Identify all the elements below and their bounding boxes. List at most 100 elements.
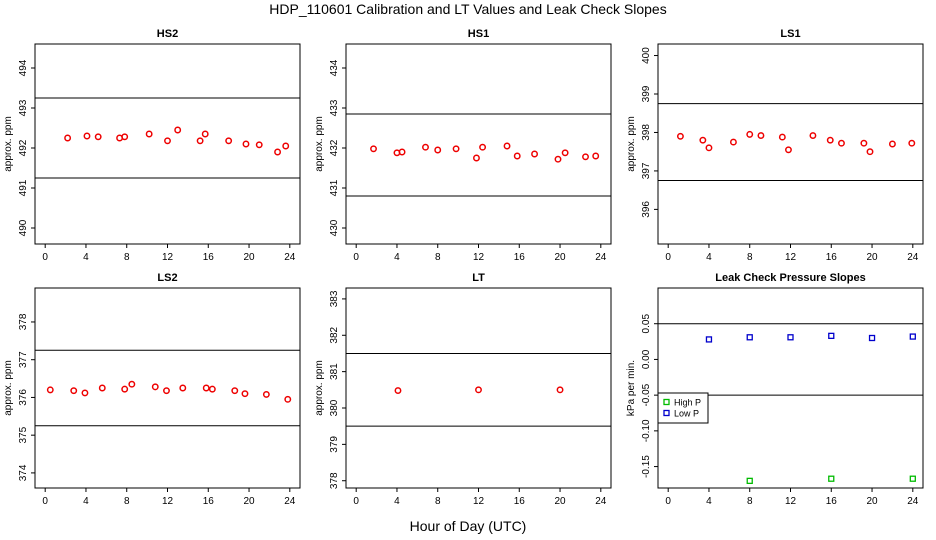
data-point	[282, 142, 290, 150]
y-tick-label: 492	[18, 139, 29, 156]
data-point	[868, 334, 876, 342]
y-tick-label: 398	[641, 124, 652, 141]
y-axis-label: kPa per min.	[626, 360, 637, 416]
x-tick-label: 4	[83, 252, 89, 263]
data-point	[809, 132, 817, 139]
data-point	[909, 475, 916, 482]
data-point	[284, 395, 292, 403]
x-tick-label: 20	[866, 252, 878, 263]
data-point	[163, 387, 170, 395]
data-point	[225, 137, 233, 145]
data-point	[676, 132, 684, 140]
y-tick-label: 377	[18, 351, 29, 368]
panel-title: LT	[472, 272, 485, 284]
x-tick-label: 16	[514, 252, 526, 263]
y-axis-label: approx. ppm	[626, 116, 637, 172]
y-tick-label: 375	[18, 426, 29, 443]
legend-label: Low P	[674, 409, 699, 419]
data-point	[121, 133, 129, 141]
data-point	[422, 143, 429, 151]
x-tick-label: 0	[665, 496, 671, 507]
x-tick-label: 20	[554, 496, 566, 507]
chart-panel-1: HS2 0 4 8 12 16 20 24 490 491 492 493 494 approx. ppm	[3, 28, 301, 263]
panel-title: LS2	[157, 272, 177, 284]
y-tick-label: 380	[329, 399, 340, 416]
data-point	[866, 148, 874, 156]
plot-frame	[345, 287, 612, 489]
x-tick-label: 12	[162, 252, 174, 263]
x-tick-label: 4	[83, 496, 89, 507]
x-tick-label: 16	[203, 496, 215, 507]
plot-frame	[657, 287, 924, 489]
data-point	[699, 136, 707, 144]
data-point	[398, 148, 406, 156]
data-point	[582, 153, 589, 161]
data-point	[778, 133, 786, 141]
data-point	[151, 383, 159, 391]
y-tick-label: 397	[641, 162, 652, 179]
x-tick-label: 8	[435, 252, 441, 263]
x-tick-label: 0	[353, 496, 359, 507]
chart-panel-5: LT 0 4 8 12 16 20 24 378 379 380 381 382 383 approx. p…	[314, 272, 612, 507]
x-tick-label: 0	[353, 252, 359, 263]
legend-marker	[663, 398, 670, 406]
y-tick-label: 494	[18, 59, 29, 76]
x-tick-label: 12	[785, 496, 797, 507]
data-point	[64, 134, 72, 142]
x-tick-label: 24	[284, 496, 296, 507]
x-tick-label: 24	[284, 252, 296, 263]
data-point	[746, 334, 753, 341]
y-tick-label: 379	[329, 436, 340, 453]
data-point	[787, 334, 794, 341]
figure-title: HDP_110601 Calibration and LT Values and…	[269, 1, 667, 17]
data-point	[479, 143, 487, 151]
data-point	[164, 137, 171, 145]
data-point	[46, 386, 54, 394]
x-tick-label: 4	[706, 496, 712, 507]
x-tick-label: 8	[747, 252, 753, 263]
data-point	[785, 146, 792, 154]
y-tick-label: 378	[18, 313, 29, 330]
y-axis-label: approx. ppm	[3, 360, 14, 416]
data-point	[174, 126, 182, 134]
chart-panel-2: HS1 0 4 8 12 16 20 24 430 431 432 433 434 approx. ppm	[314, 28, 612, 263]
y-tick-label: 491	[18, 179, 29, 196]
y-tick-label: -0.15	[641, 455, 652, 478]
x-tick-label: 16	[514, 496, 526, 507]
data-point	[909, 333, 916, 340]
data-point	[828, 332, 835, 340]
data-point	[370, 145, 377, 153]
y-tick-label: 400	[641, 47, 652, 64]
y-tick-label: 490	[18, 219, 29, 236]
chart-panel-4: LS2 0 4 8 12 16 20 24 374 375 376 377 378 approx. ppm	[3, 272, 301, 507]
data-point	[554, 155, 562, 163]
data-point	[98, 384, 106, 392]
data-point	[729, 138, 737, 146]
x-tick-label: 16	[826, 496, 838, 507]
data-point	[274, 148, 282, 156]
data-point	[473, 154, 480, 162]
x-tick-label: 24	[595, 252, 607, 263]
data-point	[202, 384, 210, 392]
x-tick-label: 4	[706, 252, 712, 263]
plot-frame	[345, 43, 612, 245]
x-tick-label: 4	[394, 496, 400, 507]
x-tick-label: 8	[124, 496, 130, 507]
y-tick-label: 374	[18, 464, 29, 481]
y-tick-label: 378	[329, 472, 340, 489]
data-point	[83, 132, 91, 140]
legend-box	[657, 392, 709, 424]
data-point	[860, 139, 868, 147]
data-point	[434, 146, 442, 154]
x-tick-label: 8	[435, 496, 441, 507]
data-point	[908, 139, 916, 147]
panel-title: LS1	[780, 28, 800, 40]
data-point	[452, 145, 460, 153]
chart-panel-3: LS1 0 4 8 12 16 20 24 396 397 398 399 400 approx. ppm	[626, 28, 924, 263]
data-point	[201, 130, 209, 138]
x-tick-label: 20	[554, 252, 566, 263]
data-point	[513, 152, 521, 160]
data-point	[503, 142, 511, 150]
x-tick-label: 12	[473, 252, 485, 263]
data-point	[255, 141, 263, 149]
